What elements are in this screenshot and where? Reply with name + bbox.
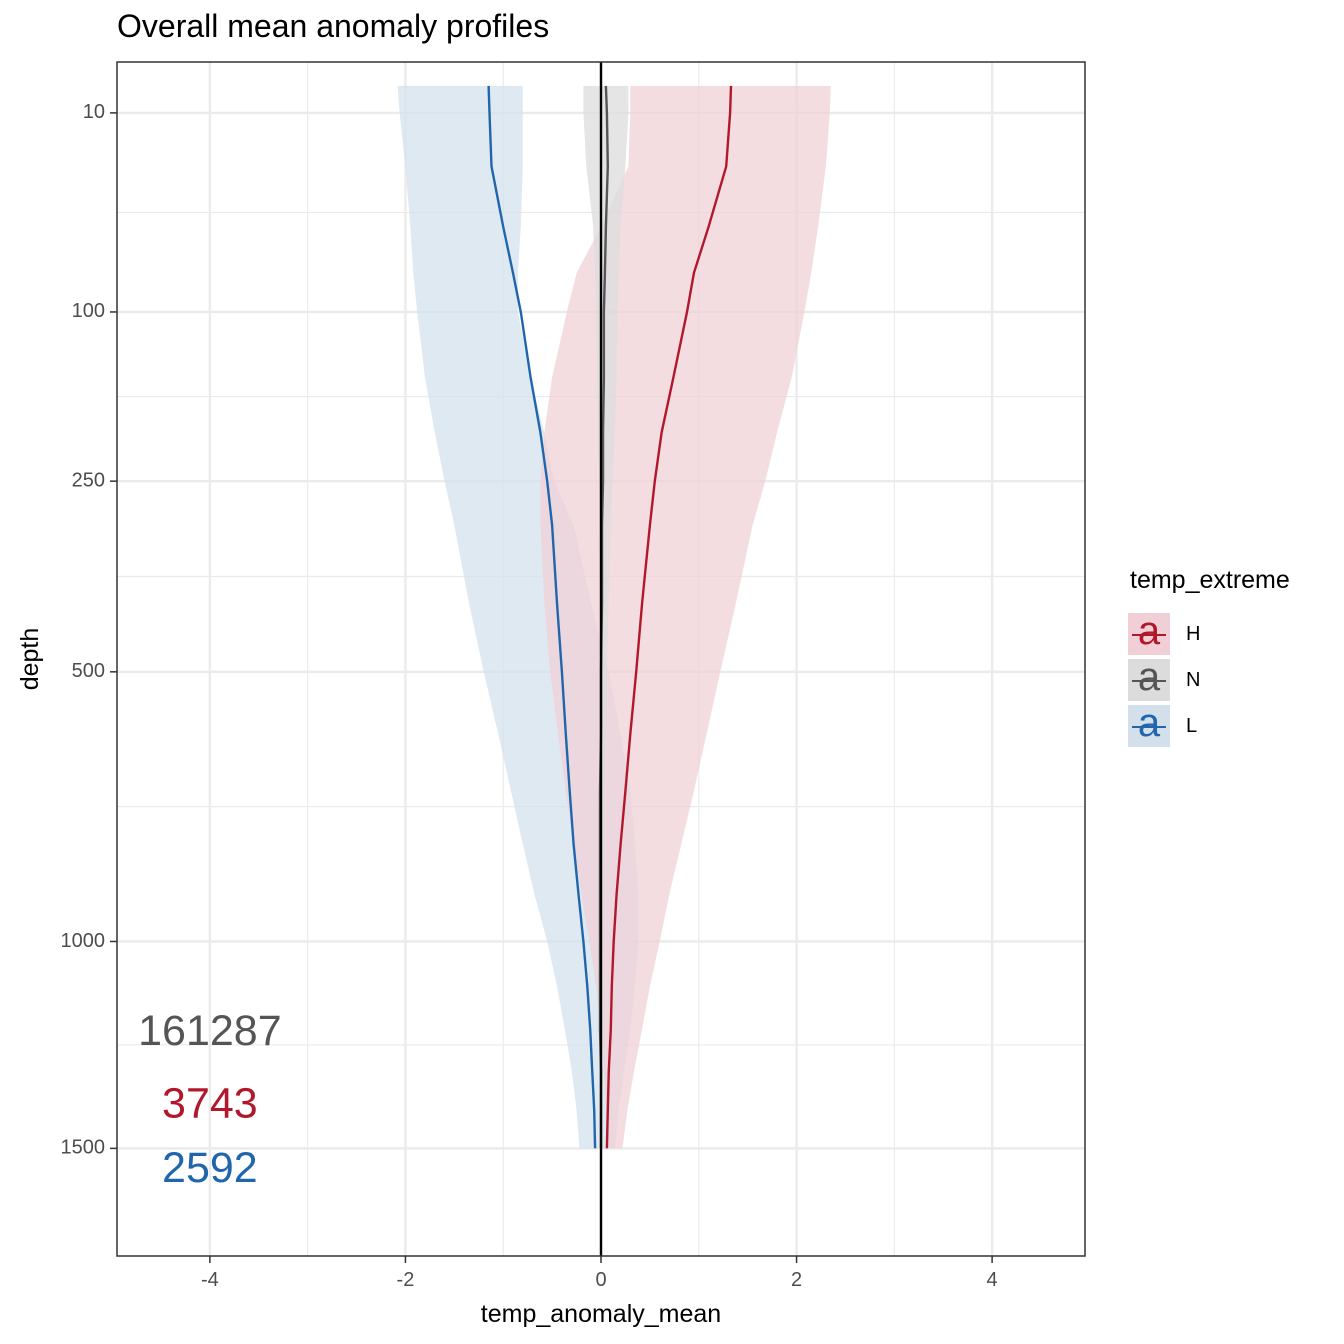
- legend-item-n: a N: [1128, 655, 1290, 703]
- y-tick-label: 100: [72, 300, 105, 322]
- x-tick-label: -2: [397, 1269, 415, 1291]
- legend-line-h: [1132, 634, 1166, 636]
- legend-label-l: L: [1186, 714, 1198, 737]
- mean-line-h: [605, 85, 733, 1149]
- legend: temp_extreme a H a N a L: [1128, 566, 1290, 749]
- y-axis-title: depth: [16, 628, 44, 691]
- legend-key-h: a: [1128, 609, 1170, 655]
- legend-key-l: a: [1128, 701, 1170, 747]
- legend-glyph-l: a: [1137, 701, 1161, 745]
- y-tick-label: 500: [72, 660, 105, 682]
- mean-line-l: [487, 85, 597, 1149]
- legend-item-l: a L: [1128, 701, 1290, 749]
- legend-label-n: N: [1186, 668, 1201, 691]
- count-label-0: 161287: [138, 1007, 282, 1055]
- y-tick-label: 10: [83, 101, 105, 123]
- count-annotations: 161287 3743 2592: [138, 1007, 282, 1192]
- legend-line-n: [1132, 680, 1166, 682]
- legend-title: temp_extreme: [1130, 566, 1290, 594]
- y-tick-label: 1000: [61, 930, 106, 952]
- legend-item-h: a H: [1128, 609, 1290, 657]
- x-tick-label: -4: [201, 1269, 219, 1291]
- legend-key-n: a: [1128, 655, 1170, 701]
- x-tick-label: 0: [595, 1269, 606, 1291]
- count-label-1: 3743: [162, 1080, 258, 1128]
- legend-glyph-n: a: [1137, 655, 1161, 699]
- legend-glyph-h: a: [1137, 609, 1161, 653]
- legend-label-h: H: [1186, 622, 1201, 645]
- x-tick-label: 2: [791, 1269, 802, 1291]
- y-tick-label: 1500: [61, 1137, 106, 1159]
- legend-line-l: [1132, 726, 1166, 728]
- x-axis-title: temp_anomaly_mean: [481, 1300, 721, 1328]
- chart-title: Overall mean anomaly profiles: [117, 8, 550, 44]
- axes: -4 -2 0 2 4 10 100 250 500 1000 1500 temp_anomaly_m…: [16, 101, 998, 1328]
- count-label-2: 2592: [162, 1144, 258, 1192]
- ribbon-n: [583, 85, 629, 1149]
- y-tick-label: 250: [72, 469, 105, 491]
- x-tick-label: 4: [987, 1269, 998, 1291]
